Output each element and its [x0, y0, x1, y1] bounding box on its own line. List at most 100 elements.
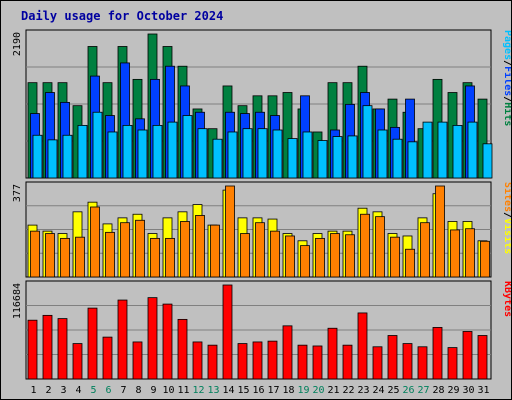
bar-pages-day-12 [197, 128, 208, 179]
bar-sites-day-21 [330, 233, 340, 278]
bar-kbytes-day-29 [447, 347, 458, 380]
bar-sites-day-14 [225, 185, 235, 278]
bar-sites-day-9 [150, 237, 160, 278]
bar-pages-day-27 [422, 121, 433, 179]
bar-sites-day-6 [105, 231, 115, 278]
bar-pages-day-6 [107, 131, 118, 179]
x-tick-label: 3 [60, 385, 66, 396]
bar-pages-day-18 [287, 138, 298, 179]
x-tick-label: 24 [372, 385, 384, 396]
bar-sites-day-15 [240, 233, 250, 278]
bar-kbytes-day-7 [117, 299, 128, 380]
x-tick-label: 19 [297, 385, 309, 396]
bar-pages-day-20 [317, 140, 328, 179]
x-tick-label: 15 [237, 385, 249, 396]
side-label-part: KBytes [502, 281, 511, 317]
bar-kbytes-day-13 [207, 344, 218, 380]
x-tick-label: 6 [105, 385, 111, 396]
y-max-label: 2190 [12, 32, 23, 56]
bar-pages-day-11 [182, 115, 193, 179]
bar-pages-day-1 [32, 134, 43, 179]
bar-sites-day-25 [390, 236, 400, 278]
bar-kbytes-day-6 [102, 336, 113, 380]
x-tick-label: 26 [402, 385, 414, 396]
bar-kbytes-day-1 [27, 319, 38, 380]
bar-sites-day-18 [285, 235, 295, 278]
side-label-part: Files [502, 66, 511, 96]
x-tick-label: 7 [120, 385, 126, 396]
bar-pages-day-9 [152, 124, 163, 179]
y-max-label: 116684 [12, 283, 23, 319]
x-tick-label: 10 [162, 385, 174, 396]
bar-kbytes-day-15 [237, 343, 248, 380]
side-label-part: Sites [502, 182, 511, 212]
x-tick-label: 21 [327, 385, 339, 396]
bar-pages-day-17 [272, 129, 283, 179]
x-tick-label: 29 [447, 385, 459, 396]
bar-sites-day-27 [420, 222, 430, 278]
side-label: Sites/Visits [502, 182, 511, 254]
bar-sites-day-22 [345, 234, 355, 278]
bar-kbytes-day-21 [327, 327, 338, 380]
bar-kbytes-day-27 [417, 346, 428, 380]
x-tick-label: 2 [45, 385, 51, 396]
side-label-part: Pages [502, 30, 511, 60]
side-label: KBytes [502, 281, 511, 317]
bar-sites-day-5 [90, 206, 100, 278]
bar-pages-day-14 [227, 131, 238, 179]
x-tick-label: 14 [222, 385, 234, 396]
bar-sites-day-28 [435, 185, 445, 278]
bar-kbytes-day-5 [87, 307, 98, 380]
bar-hits-day-18 [282, 92, 293, 179]
bar-sites-day-26 [405, 248, 415, 278]
x-tick-label: 25 [387, 385, 399, 396]
bar-pages-day-4 [77, 124, 88, 179]
bar-pages-day-19 [302, 131, 313, 179]
bar-pages-day-24 [377, 129, 388, 179]
bar-kbytes-day-16 [252, 341, 263, 380]
bar-kbytes-day-20 [312, 345, 323, 380]
x-tick-label: 1 [30, 385, 36, 396]
bar-kbytes-day-24 [372, 346, 383, 380]
bar-kbytes-day-31 [477, 335, 488, 380]
x-tick-label: 31 [477, 385, 489, 396]
bar-sites-day-4 [75, 236, 85, 278]
bar-kbytes-day-4 [72, 343, 83, 380]
x-tick-label: 16 [252, 385, 264, 396]
bar-pages-day-5 [92, 111, 103, 179]
x-tick-label: 27 [417, 385, 429, 396]
x-tick-label: 11 [177, 385, 189, 396]
bar-kbytes-day-30 [462, 331, 473, 380]
bar-pages-day-21 [332, 136, 343, 179]
bar-pages-day-29 [452, 124, 463, 179]
side-label-part: / [502, 212, 511, 218]
x-tick-label: 4 [75, 385, 81, 396]
bar-kbytes-day-17 [267, 340, 278, 380]
bar-hits-day-31 [477, 98, 488, 179]
bar-sites-day-13 [210, 224, 220, 278]
bar-pages-day-31 [482, 143, 493, 179]
x-tick-label: 17 [267, 385, 279, 396]
bar-sites-day-19 [300, 245, 310, 278]
side-label-part: / [502, 60, 511, 66]
bar-kbytes-day-28 [432, 327, 443, 380]
bar-pages-day-28 [437, 121, 448, 179]
bar-kbytes-day-26 [402, 343, 413, 380]
bar-pages-day-25 [392, 138, 403, 179]
bar-kbytes-day-18 [282, 325, 293, 380]
bar-sites-day-20 [315, 237, 325, 278]
bar-sites-day-31 [480, 240, 490, 278]
x-tick-label: 23 [357, 385, 369, 396]
bar-kbytes-day-10 [162, 303, 173, 380]
x-tick-label: 22 [342, 385, 354, 396]
x-tick-label: 8 [135, 385, 141, 396]
bar-sites-day-8 [135, 219, 145, 278]
x-tick-label: 9 [150, 385, 156, 396]
bar-pages-day-10 [167, 121, 178, 179]
bar-kbytes-day-11 [177, 318, 188, 380]
bar-kbytes-day-23 [357, 312, 368, 380]
bar-pages-day-3 [62, 134, 73, 179]
bar-sites-day-17 [270, 230, 280, 278]
